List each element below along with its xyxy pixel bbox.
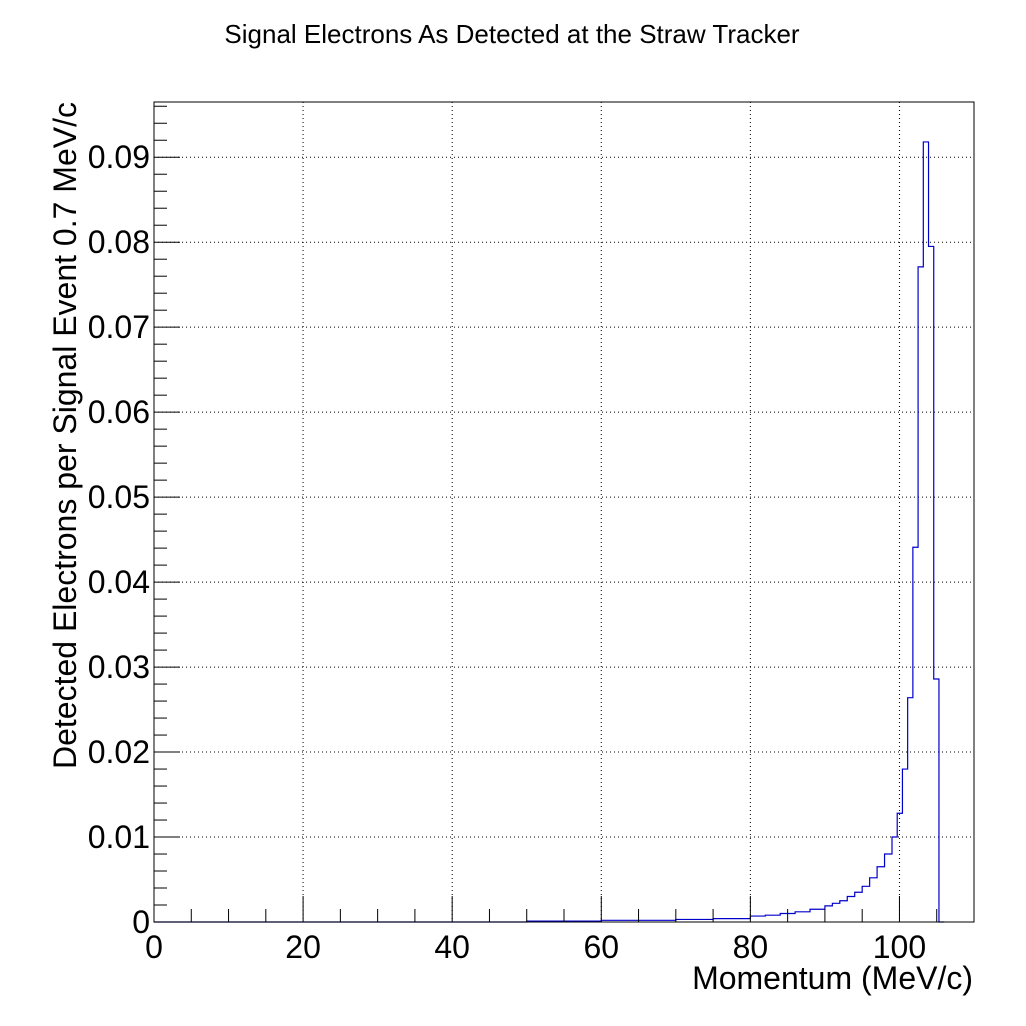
y-tick-label: 0.06 [88,394,150,430]
y-tick-label: 0 [132,904,150,940]
plot-frame [153,101,975,923]
y-tick-label: 0.08 [88,224,150,260]
axis-ticks [153,105,975,923]
x-tick-label: 100 [873,929,926,965]
y-tick-label: 0.09 [88,139,150,175]
y-tick-label: 0.01 [88,819,150,855]
grid [154,102,974,922]
x-tick-label: 0 [145,929,163,965]
x-axis-title: Momentum (MeV/c) [692,960,973,996]
y-tick-label: 0.04 [88,564,150,600]
x-tick-label: 20 [285,929,321,965]
x-tick-label: 60 [583,929,619,965]
x-tick-label: 80 [733,929,769,965]
y-tick-label: 0.07 [88,309,150,345]
y-tick-label: 0.03 [88,649,150,685]
y-tick-label: 0.05 [88,479,150,515]
x-tick-label: 40 [434,929,470,965]
y-tick-label: 0.02 [88,734,150,770]
y-axis-title: Detected Electrons per Signal Event 0.7 … [47,102,83,769]
chart-title: Signal Electrons As Detected at the Stra… [224,19,800,49]
tick-labels: 0 20 40 60 80 100 0 0.01 0.02 0.03 0.04 0.05 0.06 0.0… [88,139,926,965]
